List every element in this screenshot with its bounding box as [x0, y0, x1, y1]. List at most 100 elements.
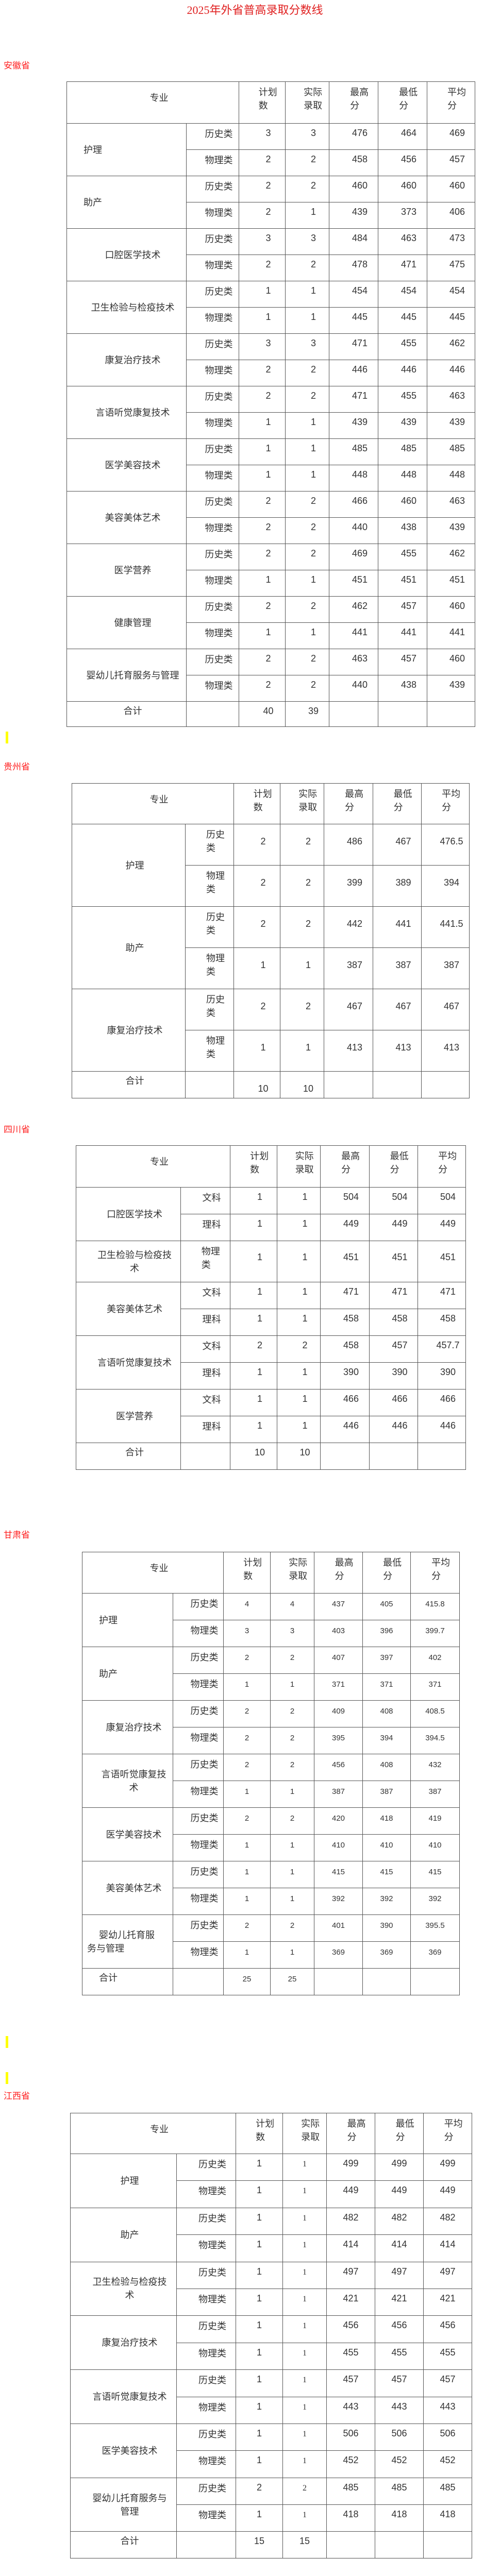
plan-cell: 1	[236, 2153, 283, 2181]
subject-cell: 文科	[180, 1389, 230, 1416]
avg-cell: 439	[427, 675, 475, 702]
table-row: 物理类 2 2 395 394 394.5	[82, 1727, 460, 1754]
subject-label: 物理类	[190, 1679, 219, 1689]
plan-cell: 1	[236, 2180, 283, 2208]
max-cell: 399	[324, 865, 373, 907]
highlight-mark	[6, 2036, 8, 2048]
avg-cell: 485	[423, 2477, 472, 2505]
avg-cell: 439	[427, 412, 475, 439]
max-cell: 443	[326, 2396, 375, 2424]
table-row: 物理类 3 3 403 396 399.7	[82, 1620, 460, 1647]
avg-cell: 476.5	[421, 824, 470, 866]
avg-cell: 452	[423, 2450, 472, 2478]
actual-cell: 1	[277, 1362, 321, 1389]
major-name: 助产	[125, 942, 144, 953]
max-cell: 387	[324, 947, 373, 989]
header-label: 计划数	[258, 87, 277, 111]
province-label: 江西省	[4, 2091, 30, 2101]
table-row: 言语听觉康复技术 历史类 2 2 456 408 432	[82, 1754, 460, 1808]
actual-cell: 2	[270, 1914, 314, 1942]
subject-cell: 物理类	[173, 1727, 224, 1754]
subject-label: 文科	[202, 1287, 221, 1298]
actual-cell: 2	[285, 149, 329, 176]
table-row: 助产 历史类 2 2 442 441 441.5	[72, 906, 470, 989]
max-cell: 414	[326, 2234, 375, 2262]
table-row: 物理类 2 1 439 373 406	[67, 202, 475, 229]
min-cell: 449	[369, 1214, 418, 1241]
max-cell: 506	[326, 2423, 375, 2451]
actual-cell: 1	[282, 2504, 327, 2532]
plan-cell: 1	[223, 1888, 271, 1915]
header-actual: 实际录取	[270, 1552, 314, 1594]
subject-label: 历史类	[205, 602, 233, 612]
table-row: 婴幼儿托育服务与管理 历史类 2 2 401 390 395.5	[82, 1914, 460, 1969]
actual-cell: 2	[270, 1807, 314, 1835]
table-row: 助产 历史类 2 2 460 460 460	[66, 176, 475, 229]
table-row: 护理 历史类 1 1 499 499 499	[70, 2153, 472, 2208]
table-row: 物理类 1 1 439 439 439	[67, 412, 475, 439]
major-name-cell: 卫生检验与检疫技术	[76, 1241, 181, 1282]
subject-cell: 历史类	[176, 2207, 236, 2235]
subject-label: 历史类	[198, 2321, 226, 2332]
header-actual: 实际录取	[280, 783, 324, 824]
province-label: 甘肃省	[4, 1530, 30, 1540]
major-name-cell: 康复治疗技术	[70, 2315, 177, 2370]
min-cell: 418	[362, 1807, 411, 1835]
table-row: 物理类 1 1 410 410 410	[82, 1834, 460, 1861]
actual-cell: 1	[282, 2315, 327, 2343]
subject-cell: 物理类	[186, 570, 239, 597]
subject-cell: 物理类	[186, 517, 239, 544]
avg-cell: 462	[427, 544, 475, 570]
actual-cell: 1	[282, 2369, 327, 2397]
actual-cell: 2	[277, 1335, 321, 1363]
header-major: 专业	[66, 81, 239, 124]
subject-cell: 物理类	[186, 360, 239, 386]
table-row: 口腔医学技术 文科 1 1 504 504 504	[76, 1187, 466, 1241]
empty-cell	[176, 2531, 236, 2559]
max-cell: 469	[329, 544, 378, 570]
plan-cell: 1	[236, 2207, 283, 2235]
header-avg: 平均分	[423, 2113, 472, 2154]
subject-cell: 历史类	[176, 2369, 236, 2397]
plan-cell: 1	[236, 2504, 283, 2532]
avg-cell: 390	[418, 1362, 466, 1389]
plan-cell: 1	[236, 2234, 283, 2262]
actual-cell: 1	[285, 438, 329, 465]
avg-cell: 446	[427, 360, 475, 386]
subject-label: 历史类	[190, 1920, 219, 1930]
table-row: 口腔医学技术 历史类 3 3 484 463 473	[66, 228, 475, 281]
major-name: 护理	[99, 1615, 118, 1625]
table-row: 物理类 2 2 440 438 439	[67, 675, 475, 702]
subject-label: 物理类	[198, 2456, 226, 2467]
empty-cell	[186, 701, 239, 727]
subject-cell: 历史类	[185, 989, 234, 1030]
table-row: 助产 历史类 1 1 482 482 482	[70, 2207, 472, 2262]
subject-cell: 物理类	[186, 412, 239, 439]
total-plan: 15	[236, 2531, 283, 2559]
max-cell: 458	[329, 149, 378, 176]
actual-cell: 1	[282, 2180, 327, 2208]
avg-cell: 369	[410, 1941, 460, 1969]
table-row: 言语听觉康复技术 历史类 2 2 471 455 463	[66, 386, 475, 439]
subject-label: 历史类	[190, 1759, 219, 1770]
max-cell: 440	[329, 675, 378, 702]
max-cell: 410	[314, 1834, 363, 1861]
max-cell: 466	[320, 1389, 370, 1416]
subject-cell: 历史类	[176, 2315, 236, 2343]
total-row: 合计 25 25	[82, 1968, 460, 1995]
table-row: 医学美容技术 历史类 2 2 420 418 419	[82, 1807, 460, 1861]
actual-cell: 1	[280, 1030, 324, 1072]
header-label: 平均分	[442, 789, 461, 812]
table-row: 物理类 1 1 392 392 392	[82, 1888, 460, 1915]
max-cell: 458	[320, 1309, 370, 1336]
empty-cell	[378, 701, 427, 727]
table-row: 康复治疗技术 历史类 2 2 467 467 467	[72, 989, 470, 1072]
subject-label: 文科	[202, 1395, 221, 1405]
plan-cell: 1	[233, 947, 280, 989]
major-name-cell: 康复治疗技术	[72, 989, 186, 1072]
table-row: 婴幼儿托育服务与管理 历史类 2 2 485 485 485	[70, 2477, 472, 2532]
empty-cell	[329, 701, 378, 727]
avg-cell: 421	[423, 2288, 472, 2316]
avg-cell: 443	[423, 2396, 472, 2424]
subject-cell: 物理类	[176, 2342, 236, 2370]
